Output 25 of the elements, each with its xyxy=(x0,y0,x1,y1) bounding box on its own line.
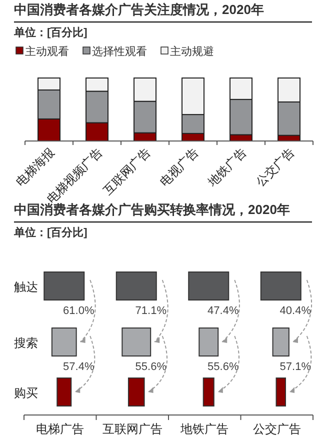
category-label: 购买 xyxy=(14,386,38,400)
chart-subtitle: 单位：[百分比] xyxy=(13,26,88,39)
category-label: 地铁广告 xyxy=(180,422,229,436)
category-label: 电梯广告 xyxy=(36,422,84,436)
text: 单位：[百分比] xyxy=(13,226,88,239)
data-label: 55.6% xyxy=(208,361,239,373)
legend-label: 主动观看 xyxy=(25,45,69,58)
data-label: 57.4% xyxy=(63,361,94,373)
category-label: 触达 xyxy=(14,280,38,294)
category-label: 搜索 xyxy=(14,336,38,350)
category-label: 公交广告 xyxy=(252,422,301,436)
legend: 主动观看 选择性观看 主动规避 xyxy=(16,46,214,58)
x-tick-label: 地铁广告 xyxy=(204,145,250,190)
data-label: 40.4% xyxy=(280,305,312,317)
chart-title: 中国消费者各媒介广告关注度情况，2020年 xyxy=(14,2,264,17)
legend-label: 选择性观看 xyxy=(92,45,147,58)
category-label: 互联网广告 xyxy=(102,422,162,436)
x-tick-label: 电视广告 xyxy=(157,145,202,190)
data-label: 57.1% xyxy=(280,361,312,373)
data-label: 55.6% xyxy=(135,361,167,373)
data-label: 47.4% xyxy=(208,305,239,317)
x-tick-label: 公交广告 xyxy=(253,145,298,190)
text: 中国消费者各媒介广告购买转换率情况，2020年 xyxy=(14,202,290,217)
data-label: 71.1% xyxy=(135,305,167,317)
data-label: 61.0% xyxy=(63,305,94,317)
